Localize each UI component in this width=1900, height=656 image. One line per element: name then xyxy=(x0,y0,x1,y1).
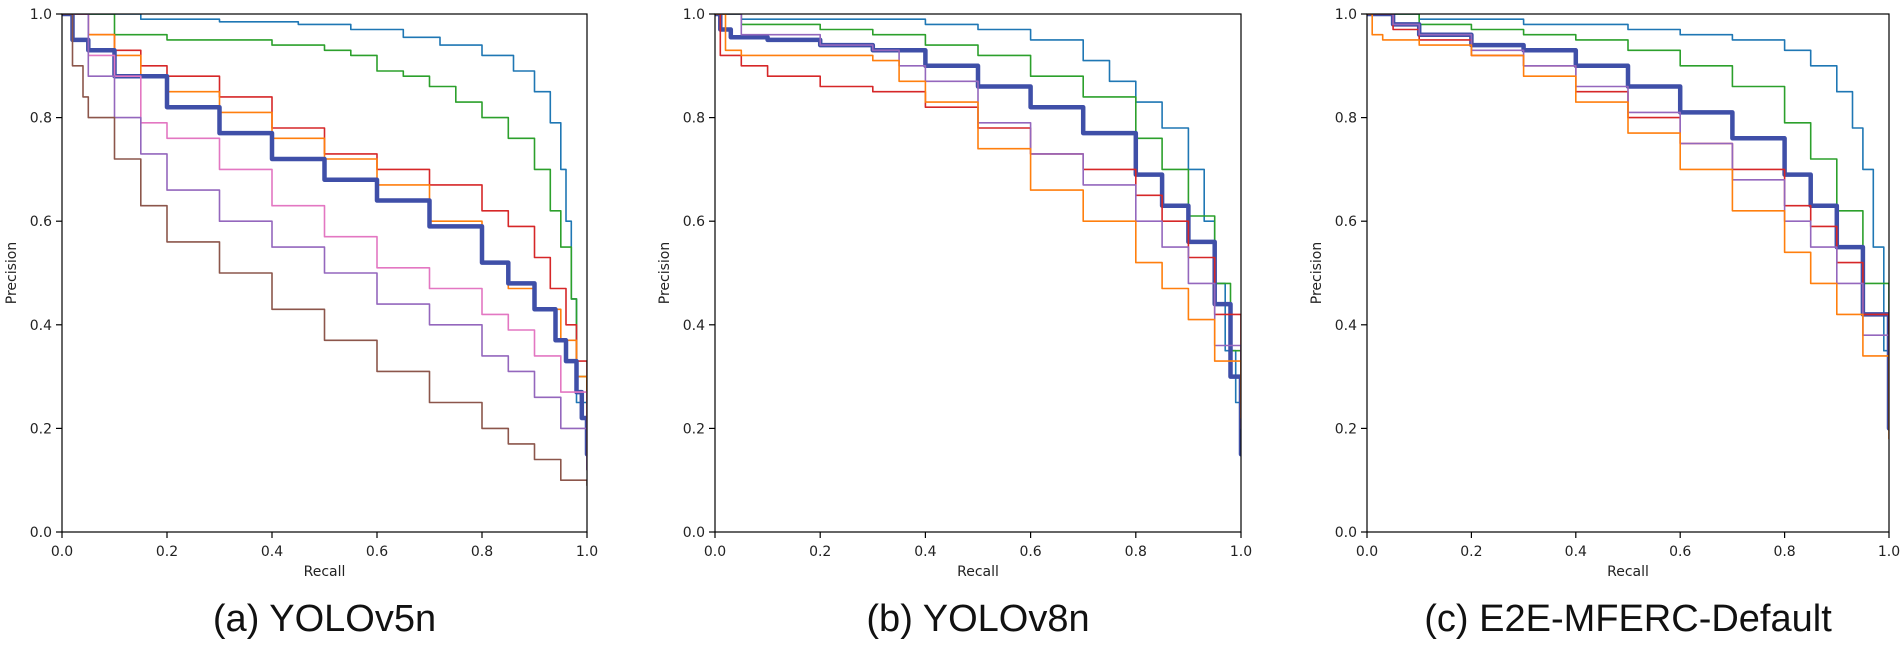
axes-frame xyxy=(61,13,588,533)
x-tick-label: 0.6 xyxy=(1019,544,1041,560)
pr-curve-5 xyxy=(715,14,1241,430)
x-tick-label: 0.2 xyxy=(809,544,831,560)
axes-frame xyxy=(1366,13,1890,533)
x-tick-label: 1.0 xyxy=(1230,544,1252,560)
x-tick-label: 0.2 xyxy=(156,544,178,560)
y-tick-label: 0.0 xyxy=(1335,525,1357,541)
pr-curve-1 xyxy=(62,14,587,456)
y-tick-label: 0.4 xyxy=(683,318,705,334)
pr-curve-5 xyxy=(1367,14,1889,430)
x-tick-label: 0.8 xyxy=(1773,544,1795,560)
y-tick-label: 0.0 xyxy=(683,525,705,541)
x-tick-label: 0.8 xyxy=(1125,544,1147,560)
pr-curve-8 xyxy=(62,14,587,487)
y-tick-label: 0.8 xyxy=(1335,111,1357,127)
y-tick-label: 0.2 xyxy=(683,421,705,437)
y-tick-label: 0.6 xyxy=(683,214,705,230)
y-axis-label: Precision xyxy=(1309,242,1325,304)
y-tick-label: 0.2 xyxy=(30,421,52,437)
chart-panel-1: 0.0 0.2 0.4 0.6 0.8 1.0 0.0 0.2 0.4 0.6 0.8 1.0 Reca… xyxy=(4,7,598,580)
axes-frame xyxy=(714,13,1242,533)
subfigure-caption: (c) E2E-MFERC-Default xyxy=(1424,598,1832,640)
y-tick-label: 1.0 xyxy=(1335,7,1357,23)
x-tick-label: 0.0 xyxy=(704,544,726,560)
x-tick-label: 0.4 xyxy=(1565,544,1587,560)
pr-curve-1 xyxy=(715,14,1241,430)
x-tick-label: 0.6 xyxy=(1669,544,1691,560)
y-tick-label: 0.8 xyxy=(683,111,705,127)
y-tick-label: 0.6 xyxy=(1335,214,1357,230)
series-group xyxy=(62,14,587,487)
chart-panel-3: 0.0 0.2 0.4 0.6 0.8 1.0 0.0 0.2 0.4 0.6 0.8 1.0 Reca… xyxy=(1309,7,1900,580)
x-tick-label: 0.6 xyxy=(366,544,388,560)
x-tick-label: 1.0 xyxy=(576,544,598,560)
series-group xyxy=(1367,14,1889,440)
y-axis-label: Precision xyxy=(4,242,20,304)
y-axis-label: Precision xyxy=(657,242,673,304)
y-tick-label: 0.8 xyxy=(30,111,52,127)
x-tick-label: 1.0 xyxy=(1878,544,1900,560)
x-tick-label: 0.8 xyxy=(471,544,493,560)
y-tick-label: 0.2 xyxy=(1335,421,1357,437)
y-tick-label: 0.4 xyxy=(30,318,52,334)
subfigure-caption: (b) YOLOv8n xyxy=(866,598,1090,640)
y-tick-label: 1.0 xyxy=(683,7,705,23)
x-axis-label: Recall xyxy=(304,564,346,580)
y-tick-label: 0.4 xyxy=(1335,318,1357,334)
pr-curve-3 xyxy=(715,14,1241,457)
pr-curve-6 xyxy=(715,14,1241,419)
subfigure-caption: (a) YOLOv5n xyxy=(212,598,437,640)
x-tick-label: 0.4 xyxy=(914,544,936,560)
pr-curve-6 xyxy=(62,14,587,471)
series-group xyxy=(715,14,1241,457)
x-tick-label: 0.0 xyxy=(1356,544,1378,560)
chart-panel-2: 0.0 0.2 0.4 0.6 0.8 1.0 0.0 0.2 0.4 0.6 0.8 1.0 Reca… xyxy=(657,7,1252,580)
y-tick-label: 0.6 xyxy=(30,214,52,230)
pr-curve-4 xyxy=(62,14,587,419)
x-tick-label: 0.2 xyxy=(1460,544,1482,560)
x-tick-label: 0.0 xyxy=(51,544,73,560)
x-tick-label: 0.4 xyxy=(261,544,283,560)
pr-curve-2 xyxy=(62,14,587,430)
y-tick-label: 1.0 xyxy=(30,7,52,23)
pr-curve-6 xyxy=(1367,14,1889,440)
x-axis-label: Recall xyxy=(1607,564,1649,580)
y-tick-label: 0.0 xyxy=(30,525,52,541)
pr-curve-7 xyxy=(62,14,587,471)
x-axis-label: Recall xyxy=(957,564,999,580)
pr-curve-1 xyxy=(1367,14,1889,404)
